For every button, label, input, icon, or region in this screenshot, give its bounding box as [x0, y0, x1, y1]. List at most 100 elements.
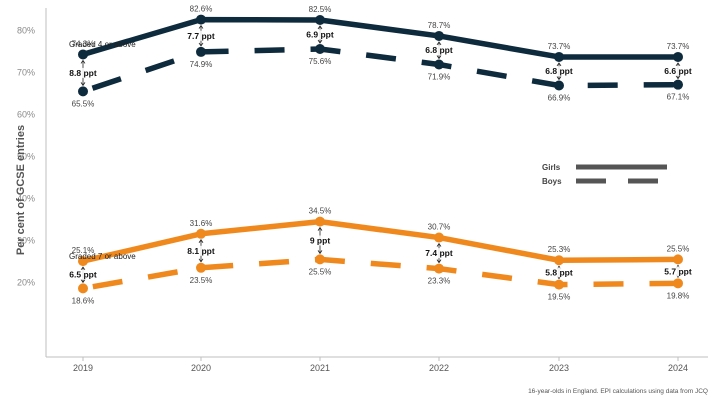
- value-label-grade4-boys: 75.6%: [309, 57, 332, 66]
- value-label-grade4-boys: 65.5%: [72, 99, 95, 108]
- value-label-grade7-girls: 30.7%: [428, 223, 451, 232]
- gap-label-grade4: 6.8 ppt: [545, 66, 573, 76]
- gap-arrowhead-grade4: [436, 55, 442, 60]
- gap-label-bg-grade7: [663, 266, 693, 277]
- gap-arrowhead-grade7: [198, 258, 204, 263]
- value-label-grade7-boys: 23.5%: [190, 276, 213, 285]
- gap-arrowhead-grade7: [317, 226, 323, 231]
- y-tick-label: 50%: [17, 152, 35, 162]
- gap-arrowhead-grade7: [317, 250, 323, 255]
- y-tick-label: 80%: [17, 26, 35, 36]
- gap-arrowhead-grade4: [556, 76, 562, 81]
- series-layer: [78, 14, 683, 294]
- point-grade4-boys: [673, 79, 683, 90]
- gap-label-grade7: 5.8 ppt: [545, 267, 573, 277]
- gap-label-bg-grade4: [68, 67, 98, 78]
- point-grade4-girls: [315, 15, 325, 25]
- gap-label-grade4: 7.7 ppt: [187, 31, 215, 41]
- gap-arrowhead-grade4: [80, 82, 86, 87]
- value-label-grade7-boys: 25.5%: [309, 267, 332, 276]
- group-title-grade7: Graded 7 or above: [69, 252, 136, 261]
- point-grade7-boys: [315, 254, 325, 265]
- series-line-grade7-girls: [82, 218, 679, 264]
- point-grade4-boys: [196, 46, 206, 57]
- axes: [45, 8, 708, 358]
- point-grade7-boys: [673, 278, 683, 289]
- value-label-grade4-girls: 73.7%: [667, 42, 690, 51]
- x-tick-label: 2024: [668, 363, 688, 373]
- point-grade7-girls: [554, 255, 564, 266]
- value-label-grade7-boys: 18.6%: [72, 296, 95, 305]
- y-tick-label: 40%: [17, 194, 35, 204]
- point-grade4-girls: [554, 51, 564, 62]
- x-tick-label: 2019: [73, 363, 93, 373]
- gap-label-grade4: 6.6 ppt: [664, 66, 692, 76]
- point-grade7-girls: [673, 254, 683, 265]
- x-tick-label: 2022: [429, 363, 449, 373]
- value-label-grade4-girls: 74.3%: [72, 39, 95, 48]
- gap-label-bg-grade4: [544, 66, 574, 77]
- value-label-grade7-girls: 25.3%: [548, 245, 571, 254]
- value-label-grade4-boys: 71.9%: [428, 73, 451, 82]
- gap-arrowhead-grade4: [675, 62, 681, 67]
- gap-label-bg-grade7: [68, 269, 98, 280]
- point-grade7-boys: [434, 263, 444, 274]
- gap-label-bg-grade7: [305, 235, 335, 246]
- point-grade7-boys: [554, 279, 564, 290]
- gap-arrowhead-grade7: [80, 266, 86, 271]
- value-label-grade7-girls: 25.1%: [72, 246, 95, 255]
- point-grade4-girls: [434, 30, 444, 41]
- x-axis-ticks: 2019 2020 2021 2022 2023 2024: [73, 357, 688, 373]
- point-grade7-girls: [196, 228, 206, 239]
- value-label-grade4-girls: 82.6%: [190, 5, 213, 14]
- gap-label-grade7: 5.7 ppt: [664, 266, 692, 276]
- point-grade4-girls: [673, 51, 683, 62]
- gap-arrowhead-grade7: [436, 259, 442, 264]
- gap-label-grade4: 6.9 ppt: [306, 29, 334, 39]
- value-label-grade4-boys: 67.1%: [667, 93, 690, 102]
- gap-label-grade7: 8.1 ppt: [187, 246, 215, 256]
- point-grade4-boys: [315, 43, 325, 54]
- point-grade7-girls: [315, 216, 325, 227]
- point-grade4-boys: [434, 59, 444, 70]
- value-label-grade7-boys: 23.3%: [428, 277, 451, 286]
- gap-arrowhead-grade4: [198, 24, 204, 29]
- value-label-grade4-boys: 66.9%: [548, 94, 571, 103]
- gap-arrowhead-grade4: [317, 25, 323, 30]
- value-label-grade7-girls: 25.5%: [667, 244, 690, 253]
- point-grade4-girls: [196, 14, 206, 25]
- gap-label-grade7: 6.5 ppt: [69, 270, 97, 280]
- point-grade7-girls: [78, 256, 88, 267]
- gap-arrowhead-grade4: [436, 41, 442, 46]
- legend-girls-label: Girls: [542, 163, 561, 172]
- gap-label-bg-grade7: [186, 245, 216, 256]
- point-grade7-boys: [78, 283, 88, 294]
- y-axis-ticks: 20%30%40%50%60%70%80%90%: [17, 26, 35, 288]
- value-label-grade4-girls: 73.7%: [548, 42, 571, 51]
- point-grade7-girls: [434, 232, 444, 243]
- value-label-grade4-girls: 82.5%: [309, 5, 332, 14]
- source-note: 16-year-olds in England. EPI calculation…: [528, 388, 708, 395]
- series-line-grade4-boys: [82, 46, 679, 95]
- gap-label-bg-grade7: [424, 248, 454, 259]
- gap-label-grade7: 9 ppt: [310, 236, 330, 246]
- y-tick-label: 30%: [17, 236, 35, 246]
- gap-arrowhead-grade4: [198, 42, 204, 47]
- value-label-grade7-boys: 19.8%: [667, 291, 690, 300]
- point-grade4-boys: [554, 80, 564, 91]
- x-tick-label: 2021: [310, 363, 330, 373]
- gap-label-bg-grade7: [544, 267, 574, 278]
- gap-arrowhead-grade7: [198, 239, 204, 244]
- point-grade4-boys: [78, 86, 88, 97]
- data-labels-layer: 74.3% 65.5% 8.8 ppt 82.6% 74.9% 7.7 ppt 82.5% 7…: [68, 5, 693, 305]
- gap-label-bg-grade4: [186, 30, 216, 41]
- value-label-grade4-boys: 74.9%: [190, 60, 213, 69]
- series-line-grade4-girls: [82, 16, 678, 60]
- value-label-grade4-girls: 78.7%: [428, 21, 451, 30]
- gap-arrowhead-grade4: [80, 59, 86, 64]
- x-tick-label: 2023: [549, 363, 569, 373]
- gap-label-bg-grade4: [424, 45, 454, 56]
- gap-arrowhead-grade4: [675, 75, 681, 80]
- gap-arrowhead-grade4: [556, 62, 562, 67]
